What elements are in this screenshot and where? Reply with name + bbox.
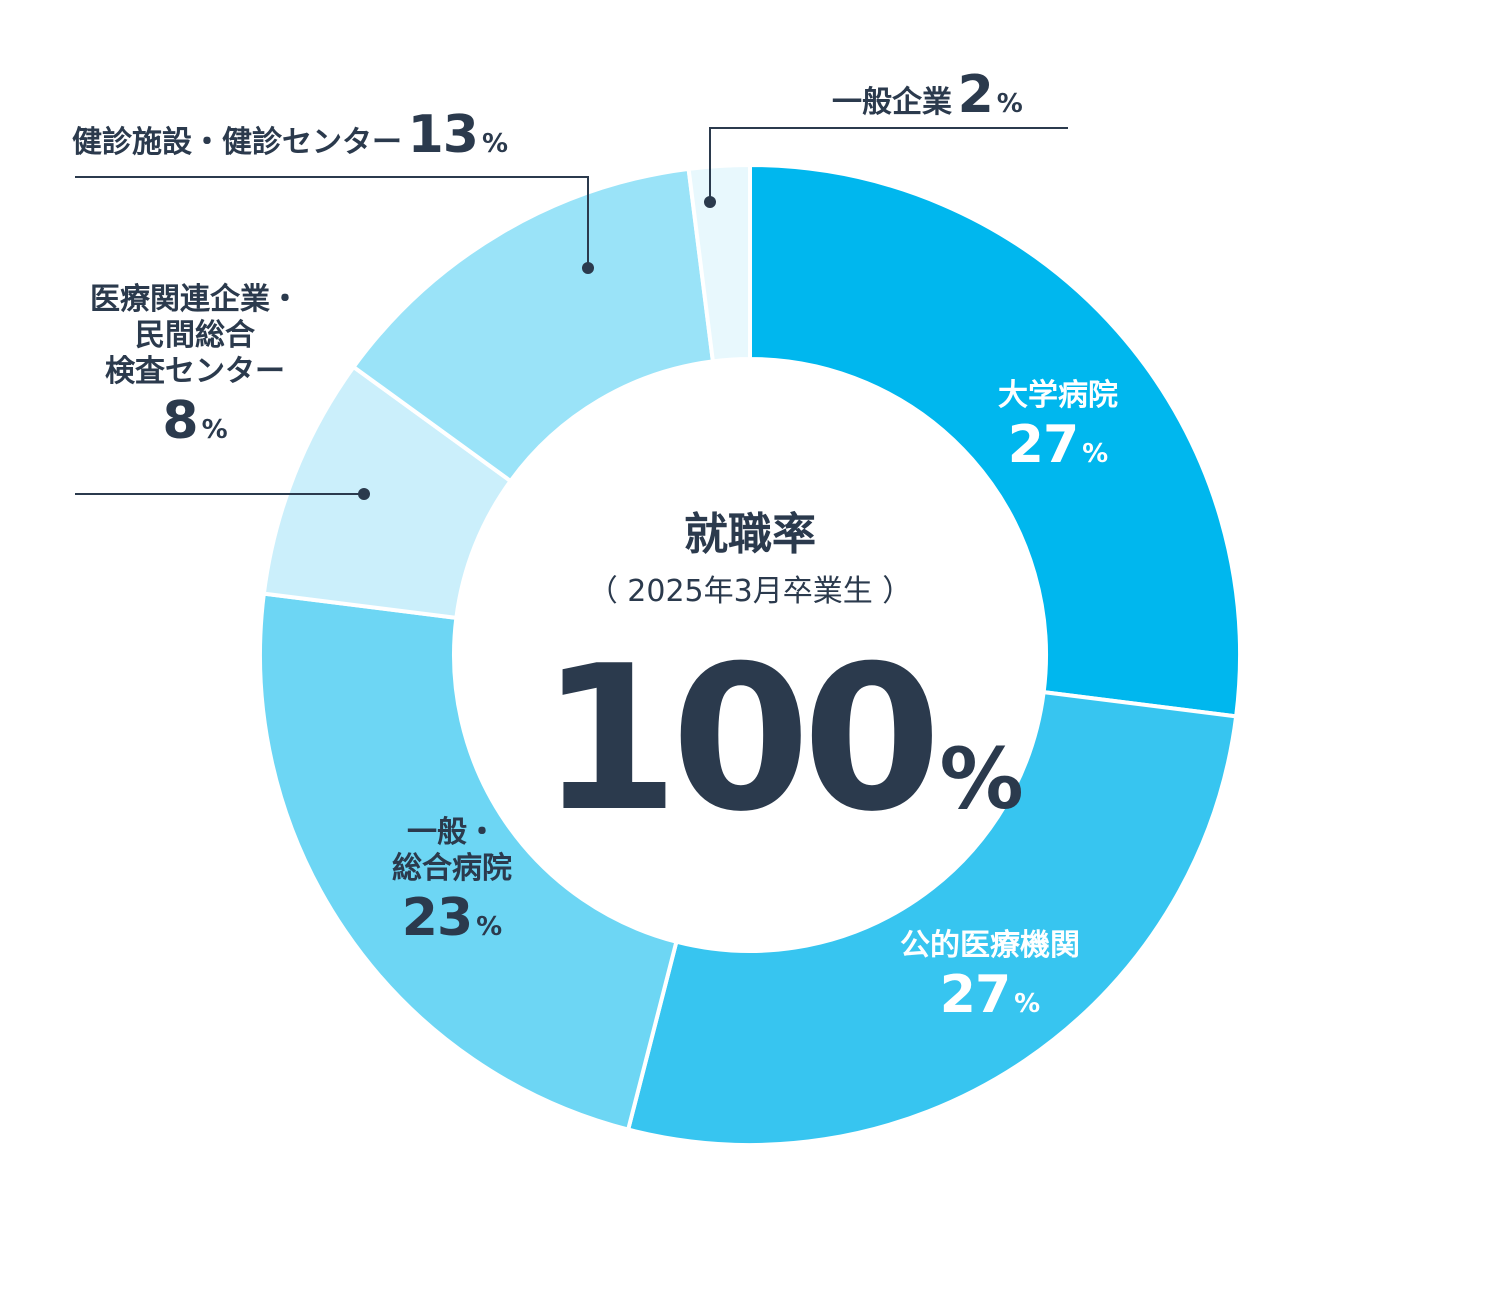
slice-label-iryo-line2: 民間総合 (135, 318, 255, 353)
slice-label-kigyo-name: 一般企業 (832, 85, 952, 120)
total-rate-value: 100 (540, 623, 941, 856)
chart-title: 就職率 (684, 509, 816, 560)
slice-label-daigaku-unit: % (1082, 439, 1109, 469)
slice-label-ippan-line1: 一般・ (407, 815, 497, 850)
slice-label-koteki: 公的医療機関 27% (860, 928, 1120, 1026)
slice-label-daigaku-value: 27 (1007, 415, 1079, 475)
slice-label-iryo-unit: % (201, 415, 228, 445)
donut-slice-1 (625, 689, 1239, 1147)
slice-label-kigyo: 一般企業 2% (832, 64, 1023, 126)
slice-label-koteki-unit: % (1014, 989, 1041, 1019)
total-rate-unit: % (939, 730, 1024, 828)
slice-label-kenshin-value: 13 (407, 105, 479, 165)
slice-label-kigyo-unit: % (996, 89, 1023, 119)
leader-line-kenshin (75, 176, 589, 268)
slice-label-ippan-unit: % (476, 912, 503, 942)
slice-label-kenshin-unit: % (481, 129, 509, 159)
slice-label-kenshin: 健診施設・健診センター 13% (72, 104, 508, 166)
leader-line-kigyo (709, 127, 1068, 202)
donut-slice-2 (258, 591, 679, 1133)
slice-label-daigaku-name: 大学病院 (998, 378, 1118, 413)
slice-label-kenshin-name: 健診施設・健診センター (72, 125, 402, 160)
slice-label-iryo-line3: 検査センター (105, 354, 285, 389)
slice-label-daigaku: 大学病院 27% (968, 378, 1148, 476)
leader-dot-kigyo (704, 196, 716, 208)
leader-dot-iryo (358, 488, 370, 500)
slice-label-koteki-name: 公的医療機関 (900, 928, 1080, 963)
slice-label-iryo: 医療関連企業・ 民間総合 検査センター 8% (60, 282, 330, 452)
slice-label-koteki-value: 27 (939, 965, 1011, 1025)
total-rate: 100% (540, 640, 1024, 840)
slice-label-iryo-line1: 医療関連企業・ (90, 282, 300, 317)
slice-label-kigyo-value: 2 (957, 65, 994, 125)
slice-label-ippan: 一般・ 総合病院 23% (352, 815, 552, 949)
slice-label-ippan-value: 23 (401, 888, 473, 948)
donut-slice-4 (350, 166, 716, 484)
slice-label-iryo-value: 8 (162, 391, 198, 451)
chart-subtitle: （ 2025年3月卒業生 ） (587, 574, 913, 609)
leader-dot-kenshin (582, 262, 594, 274)
slice-label-ippan-line2: 総合病院 (392, 851, 512, 886)
donut-slice-0 (748, 162, 1242, 719)
